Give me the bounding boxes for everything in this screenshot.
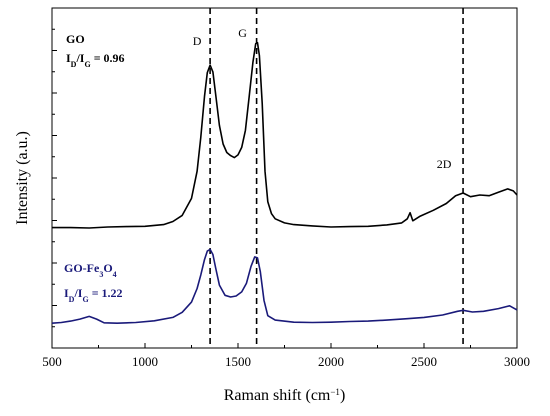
x-tick-label: 2500 (411, 354, 437, 369)
series-line-go-fe3o4 (51, 248, 518, 324)
peak-label-d: D (193, 34, 202, 48)
plot-area: 500 1000 1500 2000 2500 3000 Raman shift (cm−1… (14, 7, 530, 404)
series-line-go (52, 41, 518, 229)
series-label-go-fe3o4: GO-Fe3O4 (64, 261, 117, 279)
x-axis-label: Raman shift (cm−1) (224, 387, 346, 404)
x-tick-label: 1500 (225, 354, 251, 369)
ratio-label-go: ID/IG = 0.96 (66, 51, 125, 69)
x-tick-label: 500 (42, 354, 62, 369)
x-tick-label: 1000 (132, 354, 158, 369)
y-axis-label: Intensity (a.u.) (14, 131, 31, 225)
peak-label-g: G (238, 26, 247, 40)
peak-label-2d: 2D (437, 157, 452, 171)
x-tick-label: 3000 (504, 354, 530, 369)
x-tick-label: 2000 (318, 354, 344, 369)
series-label-go: GO (66, 32, 85, 46)
ratio-label-go-fe3o4: ID/IG = 1.22 (64, 286, 123, 304)
